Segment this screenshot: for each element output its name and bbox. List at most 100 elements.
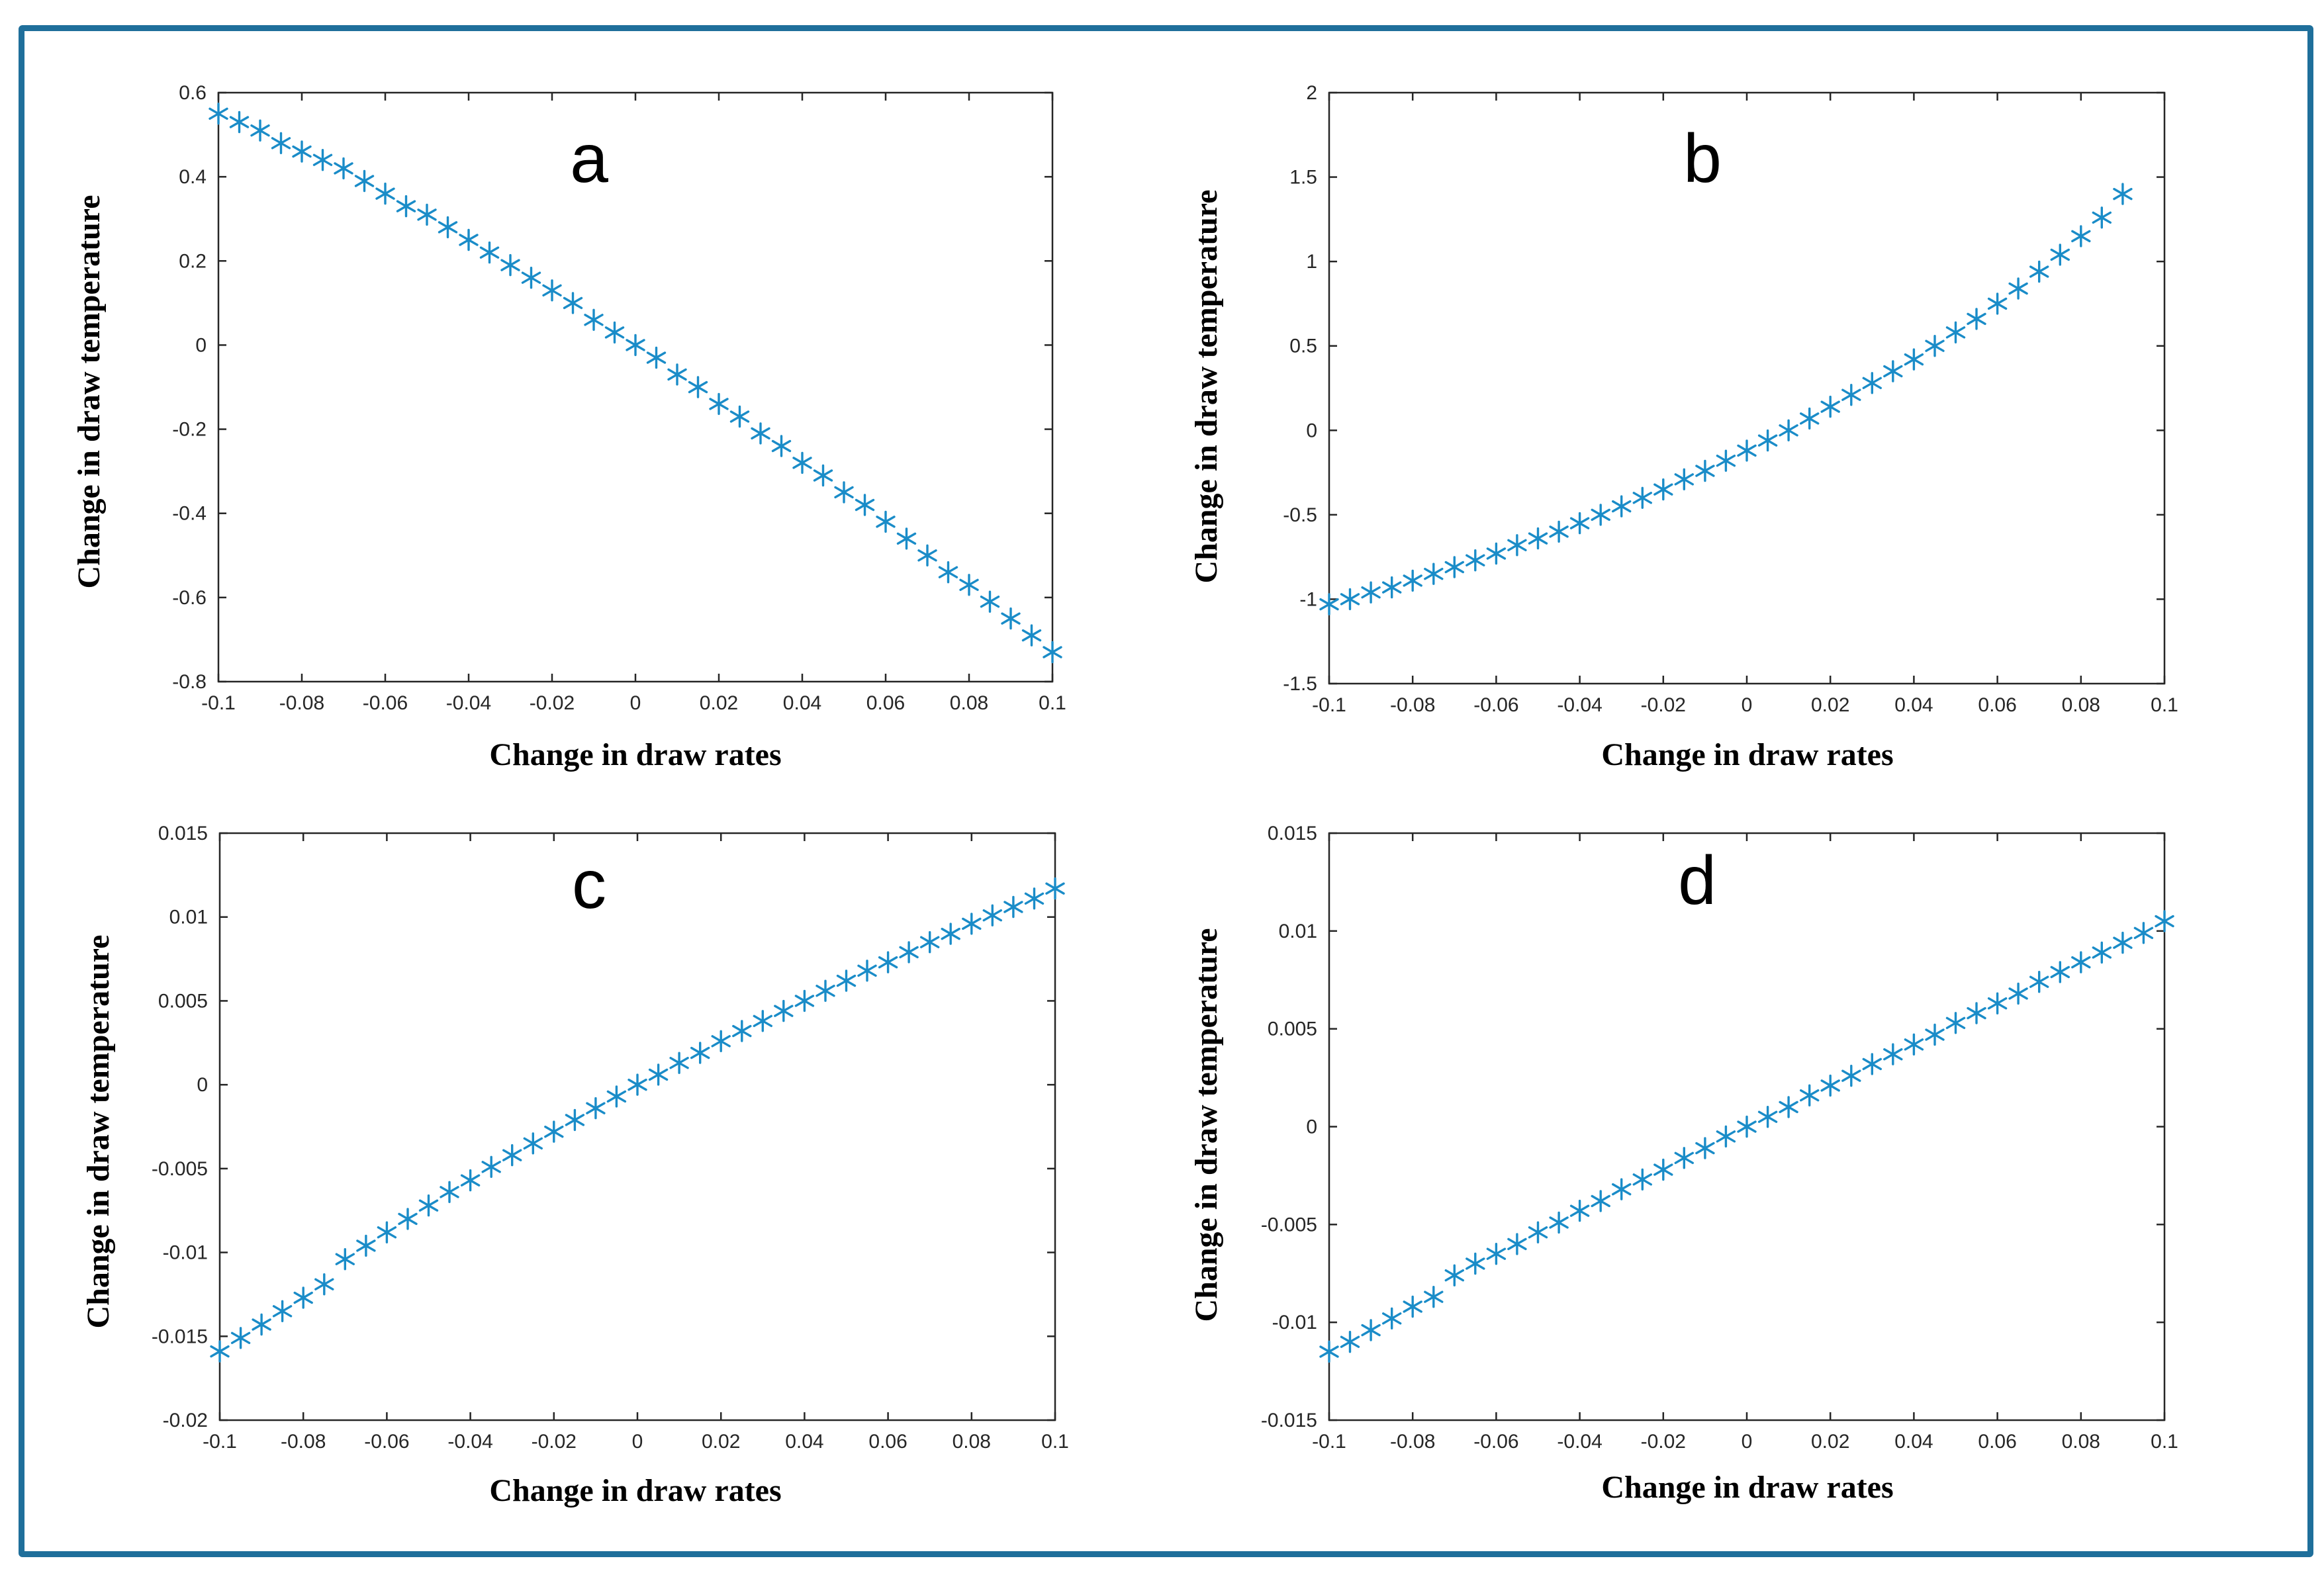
panel-c-data-point — [210, 1340, 230, 1363]
panel-a-x-tick-label: 0 — [630, 692, 641, 714]
panel-d-data-point — [1507, 1233, 1527, 1255]
panel-c-x-tick-label: -0.08 — [281, 1431, 326, 1453]
panel-d-y-label: Change in draw temperature — [1189, 928, 1224, 1322]
panel-c-y-tick-label: -0.01 — [163, 1242, 208, 1264]
panel-d-data-point — [1382, 1307, 1402, 1330]
panel-a-data-point — [771, 435, 792, 457]
panel-c-data-point — [335, 1247, 355, 1271]
panel-d-x-label: Change in draw rates — [1601, 1470, 1893, 1505]
panel-a-data-point — [1001, 607, 1021, 630]
panel-c-data-point — [815, 979, 835, 1002]
panel-b-data-point — [1319, 593, 1339, 615]
panel-b-data-point — [2050, 244, 2070, 266]
panel-b-data-point — [1904, 348, 1924, 371]
panel-a-data-point — [959, 574, 979, 596]
panel-d-data-point — [1800, 1084, 1820, 1106]
panel-a-data-point — [459, 228, 479, 251]
panel-d-data-point — [2092, 941, 2112, 964]
panel-c: -0.1 -0.08 -0.06 -0.04 -0.02 0 0.02 0.04 0.06 0.0… — [81, 823, 1069, 1508]
panel-c-data-point — [711, 1030, 731, 1053]
panel-d-x-tick-label: -0.1 — [1312, 1431, 1346, 1453]
panel-a-x-tick-label: -0.06 — [363, 692, 408, 714]
panel-c-data-point — [794, 989, 815, 1013]
panel-d-x-tick-label: -0.02 — [1641, 1431, 1686, 1453]
panel-d-data-point — [1737, 1115, 1757, 1138]
panel-b-data-point — [1403, 569, 1422, 592]
panel-a-x-tick-label: -0.02 — [530, 692, 575, 714]
panel-a-data-point — [292, 140, 312, 163]
panel-d-data-point — [1716, 1125, 1736, 1148]
panel-b-x-tick-label: 0.02 — [1811, 694, 1849, 716]
panel-c-data-point — [857, 960, 877, 982]
panel-c-data-point — [230, 1327, 251, 1349]
panel-c-data-point — [1024, 887, 1045, 910]
panel-b-data-point — [1340, 588, 1360, 611]
panel-d-data-point — [1528, 1221, 1548, 1243]
panel-b-data-point — [1695, 459, 1715, 482]
panel-d-data-point — [1612, 1178, 1632, 1200]
panel-c-y-tick-label: -0.02 — [163, 1410, 208, 1431]
panel-d-y-tick-label: 0.005 — [1268, 1018, 1317, 1040]
panel-a-x-tick-label: -0.08 — [279, 692, 324, 714]
panel-c-data-point — [774, 999, 794, 1022]
panel-a-data-point — [980, 590, 1000, 613]
panel-b-data-point — [1549, 520, 1569, 543]
panel-c-y-tick-label: 0.005 — [158, 990, 208, 1012]
panel-c-y-tick-label: 0.015 — [158, 823, 208, 844]
panel-d-data-point — [1444, 1264, 1464, 1286]
panel-d-data-point — [1904, 1033, 1924, 1056]
panel-a-x-tick-label: -0.1 — [201, 692, 236, 714]
panel-a-data-point — [1021, 624, 1042, 647]
panel-a-data-point — [209, 103, 228, 125]
panel-a-y-tick-label: 0.2 — [179, 250, 207, 272]
panel-a-x-tick-label: 0.04 — [783, 692, 821, 714]
panel-c-x-tick-label: -0.04 — [447, 1431, 492, 1453]
panel-b-data-point — [1507, 534, 1527, 557]
panel-d-data-point — [1883, 1043, 1903, 1065]
panel-d-data-point — [2050, 961, 2070, 983]
panel-b-y-label: Change in draw temperature — [1189, 189, 1224, 583]
panel-a-y-tick-label: -0.4 — [172, 503, 207, 525]
panel-b-data-point — [1632, 486, 1652, 509]
panel-c-x-tick-label: -0.06 — [364, 1431, 409, 1453]
panel-c-markers — [210, 877, 1065, 1363]
panel-d-y-ticks: -0.015 -0.01 -0.005 0 0.005 0.01 0.015 — [1261, 823, 2164, 1431]
panel-a-y-ticks: -0.8 -0.6 -0.4 -0.2 0 0.2 0.4 0.6 — [172, 82, 1052, 693]
panel-a-data-point — [334, 157, 353, 180]
panel-a-y-tick-label: -0.2 — [172, 419, 207, 441]
panel-a-data-point — [417, 203, 437, 226]
panel-c-y-ticks: -0.02 -0.015 -0.01 -0.005 0 0.005 0.01 0.015 — [152, 823, 1055, 1431]
panel-a-data-point — [855, 494, 875, 516]
panel-b-x-tick-label: -0.1 — [1312, 694, 1346, 716]
panel-b-data-point — [1967, 308, 1986, 330]
panel-d-data-point — [2008, 982, 2028, 1005]
panel-d-data-point — [1549, 1211, 1569, 1234]
panel-b-data-point — [2071, 225, 2091, 248]
panel-d-x-tick-label: -0.08 — [1390, 1431, 1435, 1453]
panel-d-data-point — [2071, 951, 2091, 973]
panel-a-data-point — [500, 253, 520, 277]
panel-a-data-point — [479, 241, 500, 264]
panel-d-y-tick-label: -0.015 — [1261, 1410, 1317, 1431]
panel-b-y-tick-label: 1 — [1306, 251, 1317, 273]
panel-b-x-ticks: -0.1 -0.08 -0.06 -0.04 -0.02 0 0.02 0.04 0.06 0.0… — [1312, 93, 2178, 716]
panel-b-data-point — [1465, 549, 1485, 572]
panel-a-data-point — [896, 527, 917, 550]
panel-a-axes-box — [217, 91, 1054, 683]
panel-c-data-point — [481, 1155, 501, 1179]
panel-d-y-tick-label: -0.005 — [1261, 1214, 1317, 1236]
panel-d-y-tick-label: 0 — [1306, 1116, 1317, 1138]
panel-d-data-point — [1945, 1012, 1966, 1034]
panel-a-x-tick-label: 0.08 — [950, 692, 988, 714]
panel-b-x-label: Change in draw rates — [1601, 737, 1893, 772]
panel-d-data-point — [1340, 1330, 1360, 1353]
panel-a-data-point — [688, 376, 708, 398]
panel-b-data-point — [1779, 419, 1798, 441]
panel-b-axes-box — [1328, 91, 2166, 685]
panel-c-data-point — [836, 969, 857, 992]
panel-b-data-point — [1361, 581, 1381, 604]
panel-d-data-point — [1987, 992, 2008, 1014]
panel-a-data-point — [604, 321, 625, 344]
panel-c-axes-box — [218, 832, 1056, 1421]
